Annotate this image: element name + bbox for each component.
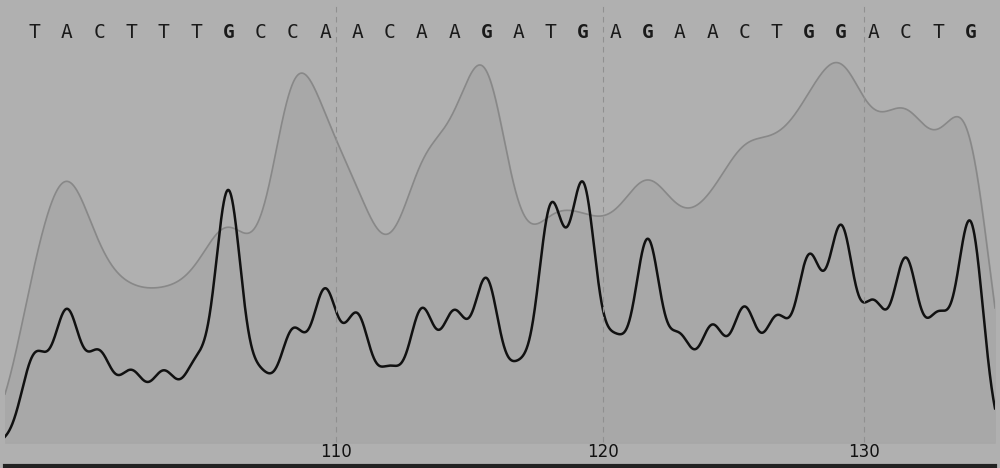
Text: A: A	[674, 23, 686, 42]
Text: G: G	[480, 23, 492, 42]
Text: 110: 110	[320, 443, 352, 461]
Text: G: G	[642, 23, 654, 42]
Text: C: C	[93, 23, 105, 42]
Text: 120: 120	[587, 443, 619, 461]
Text: A: A	[868, 23, 879, 42]
Text: A: A	[61, 23, 73, 42]
Text: A: A	[351, 23, 363, 42]
Text: T: T	[158, 23, 170, 42]
Text: C: C	[900, 23, 912, 42]
Text: G: G	[964, 23, 976, 42]
Text: C: C	[739, 23, 750, 42]
Text: C: C	[287, 23, 299, 42]
Text: C: C	[255, 23, 266, 42]
Text: 130: 130	[848, 443, 880, 461]
Text: T: T	[29, 23, 41, 42]
Text: G: G	[835, 23, 847, 42]
Text: T: T	[771, 23, 783, 42]
Text: C: C	[384, 23, 395, 42]
Text: G: G	[222, 23, 234, 42]
Text: A: A	[319, 23, 331, 42]
Text: T: T	[190, 23, 202, 42]
Text: G: G	[803, 23, 815, 42]
Text: A: A	[610, 23, 621, 42]
Text: A: A	[706, 23, 718, 42]
Text: G: G	[577, 23, 589, 42]
Text: A: A	[416, 23, 428, 42]
Text: T: T	[545, 23, 557, 42]
Text: A: A	[513, 23, 524, 42]
Text: T: T	[126, 23, 137, 42]
Text: T: T	[932, 23, 944, 42]
Text: A: A	[448, 23, 460, 42]
